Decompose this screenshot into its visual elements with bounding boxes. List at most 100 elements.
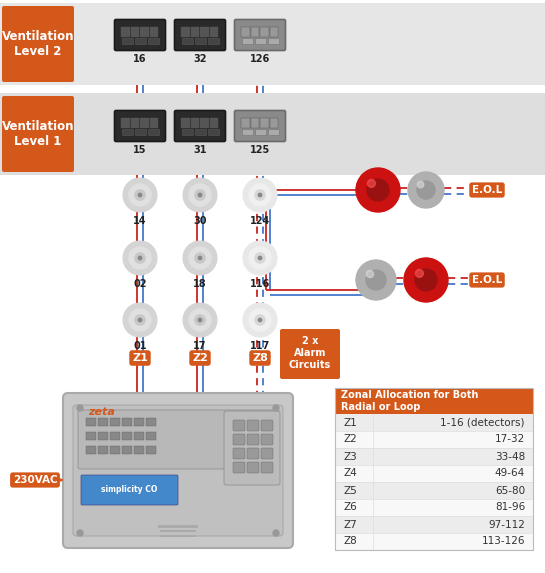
Text: 30: 30 [193, 216, 207, 226]
Bar [98, 432, 108, 440]
FancyBboxPatch shape [123, 38, 134, 45]
Circle shape [367, 179, 389, 201]
Bar [335, 388, 533, 414]
Circle shape [249, 309, 271, 331]
FancyBboxPatch shape [224, 411, 280, 485]
FancyBboxPatch shape [234, 19, 286, 50]
Circle shape [273, 530, 279, 536]
Text: Ventilation
Level 1: Ventilation Level 1 [2, 120, 74, 148]
Circle shape [255, 253, 265, 263]
FancyBboxPatch shape [261, 434, 273, 445]
Circle shape [258, 256, 262, 260]
Circle shape [183, 178, 217, 212]
FancyBboxPatch shape [243, 129, 253, 135]
Circle shape [356, 168, 400, 212]
FancyBboxPatch shape [261, 448, 273, 459]
Bar [122, 432, 132, 440]
Text: Z6: Z6 [343, 503, 357, 512]
Circle shape [195, 253, 205, 263]
Text: 16: 16 [133, 54, 147, 64]
Text: 15: 15 [133, 145, 147, 155]
FancyBboxPatch shape [233, 462, 245, 473]
Circle shape [123, 241, 157, 275]
FancyBboxPatch shape [233, 420, 245, 431]
FancyBboxPatch shape [196, 38, 207, 45]
Circle shape [189, 247, 211, 269]
Bar [335, 465, 533, 482]
FancyBboxPatch shape [280, 329, 340, 379]
Bar [140, 27, 148, 37]
Text: 17-32: 17-32 [495, 434, 525, 445]
FancyBboxPatch shape [174, 111, 226, 142]
Bar [134, 418, 144, 426]
Bar [86, 418, 96, 426]
Text: 18: 18 [193, 279, 207, 289]
Text: 65-80: 65-80 [495, 485, 525, 496]
FancyBboxPatch shape [247, 434, 259, 445]
FancyBboxPatch shape [209, 129, 220, 135]
Bar [160, 530, 196, 532]
Circle shape [129, 184, 151, 206]
Bar [98, 446, 108, 454]
Circle shape [408, 172, 444, 208]
Bar [335, 414, 533, 550]
Text: 14: 14 [133, 216, 147, 226]
FancyBboxPatch shape [247, 420, 259, 431]
Bar [335, 414, 533, 431]
FancyBboxPatch shape [73, 405, 283, 536]
Text: zeta: zeta [88, 407, 115, 417]
Bar [146, 446, 156, 454]
Circle shape [129, 309, 151, 331]
Circle shape [189, 309, 211, 331]
Text: Zonal Allocation for Both
Radial or Loop: Zonal Allocation for Both Radial or Loop [341, 390, 479, 412]
Bar [260, 118, 269, 128]
Circle shape [249, 247, 271, 269]
Text: 2 x
Alarm
Circuits: 2 x Alarm Circuits [289, 336, 331, 370]
Circle shape [183, 241, 217, 275]
Bar [335, 533, 533, 550]
FancyBboxPatch shape [234, 111, 286, 142]
Circle shape [135, 253, 145, 263]
Bar [269, 27, 278, 37]
FancyBboxPatch shape [183, 129, 193, 135]
Bar [122, 446, 132, 454]
Text: simplicity CO: simplicity CO [101, 485, 157, 494]
Circle shape [123, 303, 157, 337]
Text: 17: 17 [193, 341, 207, 351]
Bar [209, 118, 218, 128]
Circle shape [183, 303, 217, 337]
Circle shape [356, 260, 396, 300]
Text: 1-16 (detectors): 1-16 (detectors) [440, 418, 525, 427]
Bar [269, 118, 278, 128]
FancyBboxPatch shape [247, 448, 259, 459]
FancyBboxPatch shape [136, 129, 147, 135]
Circle shape [243, 241, 277, 275]
Bar [200, 118, 209, 128]
Circle shape [189, 184, 211, 206]
Bar [0, 3, 545, 85]
Bar [335, 482, 533, 499]
Text: Z2: Z2 [192, 353, 208, 363]
Circle shape [195, 190, 205, 200]
Text: 116: 116 [250, 279, 270, 289]
Circle shape [195, 315, 205, 325]
Text: 124: 124 [250, 216, 270, 226]
Text: Z8: Z8 [343, 536, 357, 547]
Bar [0, 93, 545, 175]
Bar [191, 27, 199, 37]
Bar [241, 27, 250, 37]
Text: 126: 126 [250, 54, 270, 64]
Circle shape [273, 405, 279, 411]
Bar [146, 418, 156, 426]
Circle shape [243, 178, 277, 212]
Text: Z7: Z7 [343, 520, 357, 529]
Circle shape [198, 193, 202, 197]
Text: Z2: Z2 [343, 434, 357, 445]
Bar [130, 118, 139, 128]
Bar [181, 118, 190, 128]
FancyBboxPatch shape [63, 393, 293, 548]
Bar [122, 418, 132, 426]
Bar [260, 27, 269, 37]
FancyBboxPatch shape [148, 129, 160, 135]
Circle shape [77, 405, 83, 411]
